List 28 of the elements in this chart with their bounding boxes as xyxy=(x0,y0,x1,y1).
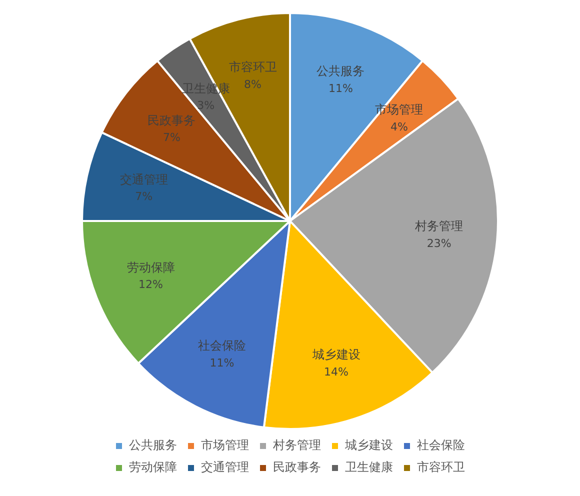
slice-label: 民政事务 xyxy=(148,113,196,128)
slice-label: 村务管理 xyxy=(414,219,464,234)
slice-label: 城乡建设 xyxy=(311,348,360,362)
slice-label: 市容环卫 xyxy=(228,60,277,74)
legend-label: 城乡建设 xyxy=(344,438,393,452)
data-label: 12% xyxy=(138,278,163,291)
data-label: 7% xyxy=(135,190,153,204)
slice-label: 社会保险 xyxy=(198,338,246,353)
legend-label: 市容环卫 xyxy=(417,460,465,474)
slice-label: 交通管理 xyxy=(120,172,168,186)
data-label: 23% xyxy=(426,236,452,250)
data-label: 11% xyxy=(328,82,353,95)
legend-label: 社会保险 xyxy=(417,438,465,452)
data-label: 8% xyxy=(244,78,262,91)
legend-label: 公共服务 xyxy=(129,438,177,452)
data-label: 14% xyxy=(324,365,349,378)
legend-label: 卫生健康 xyxy=(345,460,393,474)
legend-label: 劳动保障 xyxy=(129,460,177,474)
legend-label: 交通管理 xyxy=(201,460,249,474)
legend-label: 村务管理 xyxy=(272,438,321,452)
legend-label: 民政事务 xyxy=(273,460,321,474)
data-label: 4% xyxy=(390,120,408,134)
slice-label: 公共服务 xyxy=(316,64,365,78)
data-label: 11% xyxy=(210,356,234,370)
slice-label: 市场管理 xyxy=(375,102,424,117)
slice-label: 劳动保障 xyxy=(126,260,175,274)
data-label: 7% xyxy=(162,131,180,144)
legend-label: 市场管理 xyxy=(201,438,249,452)
